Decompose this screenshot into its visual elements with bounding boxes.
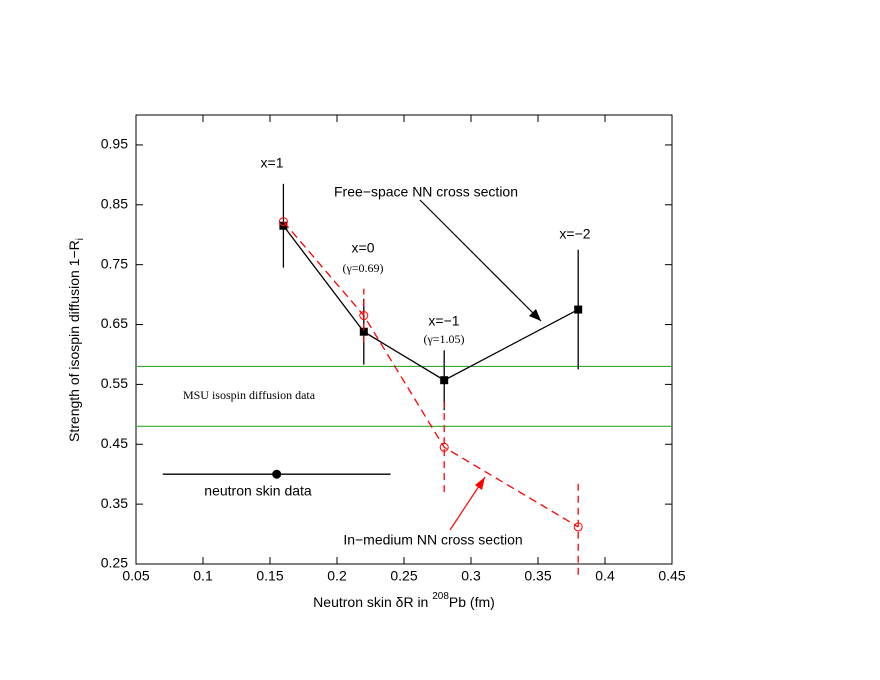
- y-tick-label: 0.85: [101, 196, 128, 212]
- arrow-head: [475, 477, 485, 490]
- point: [574, 305, 583, 314]
- point: [359, 327, 368, 336]
- arrow: [419, 199, 542, 322]
- point: [573, 522, 583, 532]
- y-label-part: Strength of isospin diffusion 1−R: [66, 240, 82, 442]
- x-axis-label: Neutron skin δR in 208Pb (fm): [313, 591, 495, 610]
- series-line: [282, 225, 579, 381]
- x-label-part: Pb (fm): [449, 594, 495, 610]
- annotation: (γ=1.05): [423, 332, 464, 346]
- y-axis-label: Strength of isospin diffusion 1−Ri: [66, 238, 86, 442]
- x-tick-label: 0.15: [256, 568, 283, 584]
- y-tick-label: 0.65: [101, 315, 128, 331]
- series-line: [282, 221, 579, 528]
- annotation: x=−1: [428, 313, 459, 329]
- band-label: MSU isospin diffusion data: [183, 388, 316, 402]
- x-tick-label: 0.1: [193, 568, 213, 584]
- arrow-head: [529, 309, 541, 321]
- y-label-sub: i: [75, 238, 86, 240]
- point: [439, 442, 449, 452]
- point: [272, 469, 282, 479]
- y-tick-label: 0.95: [101, 136, 128, 152]
- x-label-part: Neutron skin δR in: [313, 594, 432, 610]
- y-tick-label: 0.55: [101, 375, 128, 391]
- point: [359, 311, 369, 321]
- x-tick-label: 0.25: [390, 568, 417, 584]
- x-label-sup: 208: [432, 591, 449, 602]
- x-tick-label: 0.3: [461, 568, 481, 584]
- y-tick-label: 0.75: [101, 255, 128, 271]
- series-label: In−medium NN cross section: [343, 532, 522, 548]
- annotation: x=−2: [559, 226, 590, 242]
- y-tick-label: 0.25: [101, 555, 128, 571]
- x-tick-label: 0.4: [595, 568, 615, 584]
- x-tick-label: 0.2: [327, 568, 347, 584]
- annotation: x=0: [352, 240, 375, 256]
- x-tick-label: 0.05: [122, 568, 149, 584]
- point: [278, 217, 288, 227]
- point: [440, 376, 449, 385]
- x-tick-label: 0.45: [658, 568, 685, 584]
- series-label: Free−space NN cross section: [334, 184, 518, 200]
- y-tick-label: 0.45: [101, 435, 128, 451]
- series-label: neutron skin data: [204, 483, 312, 499]
- x-tick-label: 0.35: [524, 568, 551, 584]
- y-tick-label: 0.35: [101, 495, 128, 511]
- annotation: (γ=0.69): [342, 261, 383, 275]
- annotation: x=1: [261, 155, 284, 171]
